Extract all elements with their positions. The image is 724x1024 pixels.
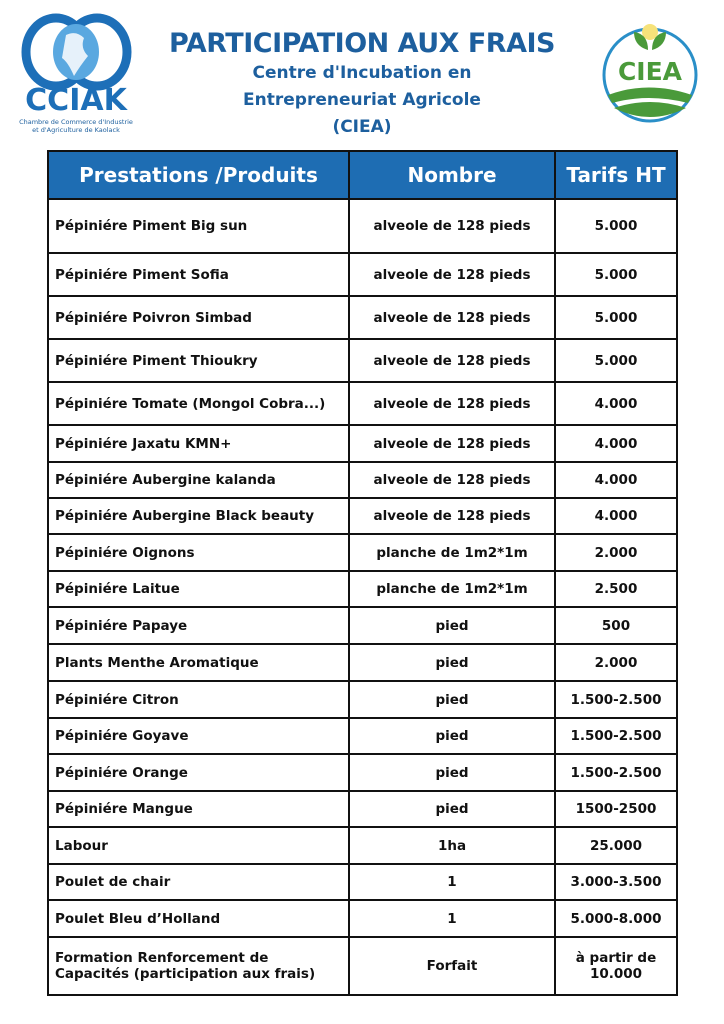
product-cell: Pépiniére Orange: [47, 753, 350, 792]
table-row: Pépiniére Tomate (Mongol Cobra...) alveol…: [47, 381, 678, 426]
table-row: Pépiniére Aubergine Black beauty alveole …: [47, 497, 678, 535]
column-header: Nombre: [348, 150, 556, 200]
product-cell: Plants Menthe Aromatique: [47, 643, 350, 682]
price-cell: 5.000: [554, 198, 678, 254]
product-cell: Pépiniére Piment Sofia: [47, 252, 350, 297]
table-row: Pépiniére Piment Big sun alveole de 128 p…: [47, 198, 678, 254]
table-row: Pépiniére Laitue planche de 1m2*1m 2.500: [47, 570, 678, 608]
product-cell: Pépiniére Papaye: [47, 606, 350, 645]
ciea-logo: CIEA: [598, 20, 703, 125]
price-cell: 1.500-2.500: [554, 717, 678, 755]
quantity-cell: pied: [348, 790, 556, 828]
table-row: Labour 1ha 25.000: [47, 826, 678, 865]
product-cell: Pépiniére Aubergine kalanda: [47, 461, 350, 499]
product-cell: Pépiniére Jaxatu KMN+: [47, 424, 350, 463]
quantity-cell: alveole de 128 pieds: [348, 252, 556, 297]
quantity-cell: 1ha: [348, 826, 556, 865]
price-cell: 4.000: [554, 381, 678, 426]
svg-text:et d'Agriculture de Kaolack: et d'Agriculture de Kaolack: [32, 126, 120, 134]
table-row: Pépiniére Papaye pied 500: [47, 606, 678, 645]
quantity-cell: 1: [348, 863, 556, 901]
quantity-cell: pied: [348, 717, 556, 755]
column-header: Tarifs HT: [554, 150, 678, 200]
product-cell: Pépiniére Mangue: [47, 790, 350, 828]
table-row: Pépiniére Aubergine kalanda alveole de 12…: [47, 461, 678, 499]
quantity-cell: pied: [348, 606, 556, 645]
product-cell: Pépiniére Citron: [47, 680, 350, 719]
quantity-cell: alveole de 128 pieds: [348, 424, 556, 463]
quantity-cell: alveole de 128 pieds: [348, 198, 556, 254]
product-cell: Pépiniére Aubergine Black beauty: [47, 497, 350, 535]
table-row: Pépiniére Piment Thioukry alveole de 128 …: [47, 338, 678, 383]
table-row: Poulet Bleu d’Holland 1 5.000-8.000: [47, 899, 678, 938]
price-cell: 5.000: [554, 338, 678, 383]
table-row: Pépiniére Poivron Simbad alveole de 128 p…: [47, 295, 678, 340]
price-cell: 4.000: [554, 461, 678, 499]
table-row: Pépiniére Orange pied 1.500-2.500: [47, 753, 678, 792]
price-cell: 2.000: [554, 643, 678, 682]
price-cell: à partir de 10.000: [554, 936, 678, 996]
price-cell: 4.000: [554, 424, 678, 463]
quantity-cell: planche de 1m2*1m: [348, 570, 556, 608]
price-cell: 4.000: [554, 497, 678, 535]
table-row: Pépiniére Jaxatu KMN+ alveole de 128 pied…: [47, 424, 678, 463]
product-cell: Pépiniére Poivron Simbad: [47, 295, 350, 340]
table-row: Formation Renforcement de Capacités (par…: [47, 936, 678, 996]
table-row: Pépiniére Piment Sofia alveole de 128 pie…: [47, 252, 678, 297]
table-row: Pépiniére Citron pied 1.500-2.500: [47, 680, 678, 719]
quantity-cell: Forfait: [348, 936, 556, 996]
price-cell: 2.000: [554, 533, 678, 572]
product-cell: Poulet Bleu d’Holland: [47, 899, 350, 938]
svg-text:CIEA: CIEA: [618, 57, 683, 86]
page-header: PARTICIPATION AUX FRAIS Centre d'Incubat…: [140, 28, 584, 140]
svg-text:Chambre de Commerce d'Industri: Chambre de Commerce d'Industrie: [19, 118, 133, 126]
table-row: Plants Menthe Aromatique pied 2.000: [47, 643, 678, 682]
quantity-cell: alveole de 128 pieds: [348, 461, 556, 499]
price-cell: 3.000-3.500: [554, 863, 678, 901]
price-table: Prestations /Produits Nombre Tarifs HT Pép…: [47, 150, 678, 996]
subtitle-line: (CIEA): [332, 117, 392, 137]
product-cell: Poulet de chair: [47, 863, 350, 901]
table-row: Poulet de chair 1 3.000-3.500: [47, 863, 678, 901]
product-cell: Pépiniére Oignons: [47, 533, 350, 572]
product-cell: Pépiniére Goyave: [47, 717, 350, 755]
quantity-cell: pied: [348, 643, 556, 682]
quantity-cell: pied: [348, 753, 556, 792]
table-row: Pépiniére Mangue pied 1500-2500: [47, 790, 678, 828]
quantity-cell: alveole de 128 pieds: [348, 497, 556, 535]
product-cell: Pépiniére Tomate (Mongol Cobra...): [47, 381, 350, 426]
price-cell: 1.500-2.500: [554, 680, 678, 719]
product-cell: Formation Renforcement de Capacités (par…: [47, 936, 350, 996]
quantity-cell: alveole de 128 pieds: [348, 295, 556, 340]
quantity-cell: pied: [348, 680, 556, 719]
quantity-cell: alveole de 128 pieds: [348, 381, 556, 426]
quantity-cell: 1: [348, 899, 556, 938]
price-cell: 5.000: [554, 295, 678, 340]
price-cell: 1.500-2.500: [554, 753, 678, 792]
svg-text:CCIAK: CCIAK: [25, 83, 128, 118]
page-title: PARTICIPATION AUX FRAIS: [169, 28, 555, 59]
price-cell: 5.000-8.000: [554, 899, 678, 938]
product-cell: Pépiniére Piment Thioukry: [47, 338, 350, 383]
price-cell: 1500-2500: [554, 790, 678, 828]
price-cell: 2.500: [554, 570, 678, 608]
price-cell: 500: [554, 606, 678, 645]
quantity-cell: alveole de 128 pieds: [348, 338, 556, 383]
table-row: Pépiniére Goyave pied 1.500-2.500: [47, 717, 678, 755]
price-cell: 5.000: [554, 252, 678, 297]
product-cell: Labour: [47, 826, 350, 865]
subtitle-line: Centre d'Incubation en: [252, 63, 472, 83]
cciak-logo: CCIAK Chambre de Commerce d'Industrie et…: [14, 10, 139, 140]
quantity-cell: planche de 1m2*1m: [348, 533, 556, 572]
product-cell: Pépiniére Laitue: [47, 570, 350, 608]
price-cell: 25.000: [554, 826, 678, 865]
table-row: Pépiniére Oignons planche de 1m2*1m 2.000: [47, 533, 678, 572]
column-header: Prestations /Produits: [47, 150, 350, 200]
subtitle-line: Entrepreneuriat Agricole: [243, 90, 481, 110]
product-cell: Pépiniére Piment Big sun: [47, 198, 350, 254]
